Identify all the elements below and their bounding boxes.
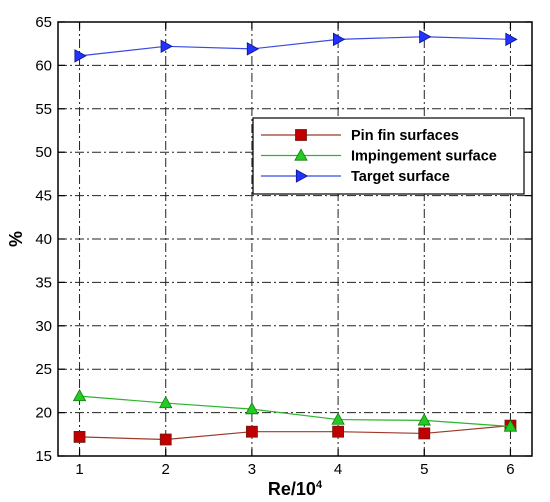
x-tick-label: 1 [75, 461, 83, 478]
y-tick-label: 35 [35, 274, 52, 291]
y-tick-label: 60 [35, 57, 52, 74]
legend-label: Impingement surface [351, 149, 497, 165]
x-tick-label: 6 [506, 461, 514, 478]
y-tick-label: 55 [35, 101, 52, 118]
y-tick-label: 15 [35, 448, 52, 465]
x-axis-title: Re/104 [268, 479, 323, 499]
x-tick-label: 5 [420, 461, 428, 478]
legend: Pin fin surfaces Impingement surface Targe… [252, 117, 525, 195]
data-point [160, 39, 173, 54]
series-line [79, 36, 511, 57]
data-point [245, 401, 259, 415]
y-tick-label: 20 [35, 405, 52, 422]
data-point [73, 431, 86, 443]
data-point [332, 425, 344, 438]
y-tick-label: 65 [35, 14, 52, 31]
y-tick-label: 30 [35, 318, 52, 335]
legend-marker [295, 129, 307, 141]
x-axis-title-main: Re/10 [268, 479, 316, 499]
x-tick-label: 3 [248, 461, 256, 478]
data-point [246, 42, 260, 56]
x-tick-label: 4 [334, 461, 342, 478]
data-point [505, 32, 518, 47]
data-point [72, 388, 87, 402]
y-axis-title: % [6, 231, 26, 247]
series-group [72, 30, 518, 446]
series-line [79, 425, 511, 441]
data-point [74, 49, 87, 63]
series-1 [73, 419, 517, 446]
data-point [159, 433, 172, 446]
data-point [503, 419, 518, 432]
data-point [417, 413, 431, 426]
series-2 [72, 388, 518, 432]
x-axis-title-superscript: 4 [316, 479, 323, 491]
data-point [159, 395, 173, 409]
data-point [331, 412, 345, 425]
y-tick-label: 45 [35, 188, 52, 205]
legend-marker [294, 148, 308, 161]
data-point [333, 32, 346, 47]
legend-label: Target surface [351, 169, 450, 185]
x-tick-label: 2 [162, 461, 170, 478]
data-point [419, 30, 432, 44]
data-point [418, 427, 431, 440]
data-point [246, 425, 258, 438]
series-line [79, 395, 511, 428]
legend-marker [295, 169, 309, 183]
y-tick-label: 50 [35, 144, 52, 161]
legend-label: Pin fin surfaces [351, 128, 459, 144]
series-3 [74, 30, 518, 63]
y-tick-label: 40 [35, 231, 52, 248]
y-tick-label: 25 [35, 361, 52, 378]
grid-lines [58, 22, 532, 456]
